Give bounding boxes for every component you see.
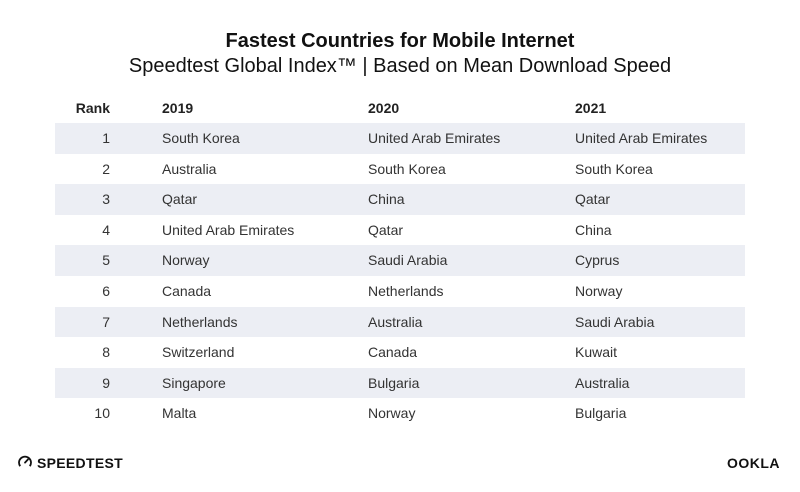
header-2021: 2021 (575, 100, 607, 116)
country-2020-cell: Saudi Arabia (368, 252, 448, 269)
country-2019-cell: South Korea (162, 130, 240, 146)
country-2021-cell: Bulgaria (575, 405, 627, 422)
country-2021-cell: Norway (575, 282, 623, 299)
chart-subtitle: Speedtest Global Index™ | Based on Mean … (128, 55, 672, 77)
rank-cell: 7 (102, 313, 110, 330)
rank-cell: 10 (94, 405, 110, 422)
country-2020-cell: Bulgaria (368, 374, 420, 391)
rank-cell: 1 (102, 130, 110, 146)
country-2019-cell: Singapore (162, 374, 226, 391)
table-header: Rank 2019 2020 2021 (55, 93, 745, 123)
rank-cell: 9 (102, 374, 110, 391)
chart-title: Fastest Countries for Mobile Internet (225, 30, 575, 52)
table-row: 8 Switzerland Canada Kuwait (55, 337, 745, 368)
header-2019: 2019 (162, 100, 194, 116)
country-2019-cell: Switzerland (162, 344, 235, 361)
country-2020-cell: China (368, 191, 405, 208)
rank-cell: 5 (102, 252, 110, 269)
country-2020-cell: Canada (368, 344, 418, 361)
country-2021-cell: China (575, 221, 612, 238)
table-body: 1 South Korea United Arab Emirates United A… (55, 123, 745, 429)
country-2021-cell: Cyprus (575, 252, 620, 269)
country-2019-cell: Netherlands (162, 313, 238, 330)
table-row: 4 United Arab Emirates Qatar China (55, 215, 745, 246)
country-2020-cell: South Korea (368, 160, 446, 177)
country-2020-cell: Australia (368, 313, 423, 330)
country-2020-cell: United Arab Emirates (368, 130, 501, 146)
table-row: 9 Singapore Bulgaria Australia (55, 367, 745, 399)
ranking-table: Rank 2019 2020 2021 1 South Korea United A… (55, 93, 745, 429)
country-2019-cell: Malta (162, 405, 197, 422)
rank-cell: 2 (102, 160, 110, 177)
country-2019-cell: Qatar (162, 191, 198, 208)
country-2021-cell: Kuwait (575, 344, 618, 361)
rank-cell: 3 (102, 191, 110, 208)
country-2020-cell: Qatar (368, 221, 404, 238)
country-2021-cell: South Korea (575, 160, 653, 177)
country-2019-cell: Norway (162, 252, 210, 269)
country-2020-cell: Norway (368, 405, 416, 422)
table-row: 5 Norway Saudi Arabia Cyprus (55, 245, 745, 276)
header-rank: Rank (75, 100, 110, 116)
table-row: 2 Australia South Korea South Korea (55, 154, 745, 185)
table-row: 3 Qatar China Qatar (55, 184, 745, 215)
rank-cell: 8 (102, 344, 110, 361)
table-row: 6 Canada Netherlands Norway (55, 276, 745, 307)
ookla-wordmark: OOKLA (726, 455, 780, 471)
rank-cell: 6 (102, 282, 110, 299)
speedtest-logo: SPEEDTEST (18, 453, 123, 473)
header-2020: 2020 (368, 100, 400, 116)
speedometer-icon (18, 455, 32, 472)
table-row: 1 South Korea United Arab Emirates United A… (55, 123, 745, 154)
rank-cell: 4 (102, 221, 110, 238)
country-2021-cell: Saudi Arabia (575, 313, 655, 330)
table-row: 7 Netherlands Australia Saudi Arabia (55, 306, 745, 338)
country-2020-cell: Netherlands (368, 282, 444, 299)
country-2021-cell: Qatar (575, 191, 611, 208)
ookla-logo: OOKLA (727, 453, 780, 473)
country-2021-cell: United Arab Emirates (575, 130, 708, 146)
table-row: 10 Malta Norway Bulgaria (55, 398, 745, 429)
country-2021-cell: Australia (575, 374, 630, 391)
speedtest-wordmark: SPEEDTEST (37, 455, 123, 471)
country-2019-cell: Australia (162, 160, 217, 177)
country-2019-cell: Canada (162, 282, 212, 299)
country-2019-cell: United Arab Emirates (162, 221, 295, 238)
